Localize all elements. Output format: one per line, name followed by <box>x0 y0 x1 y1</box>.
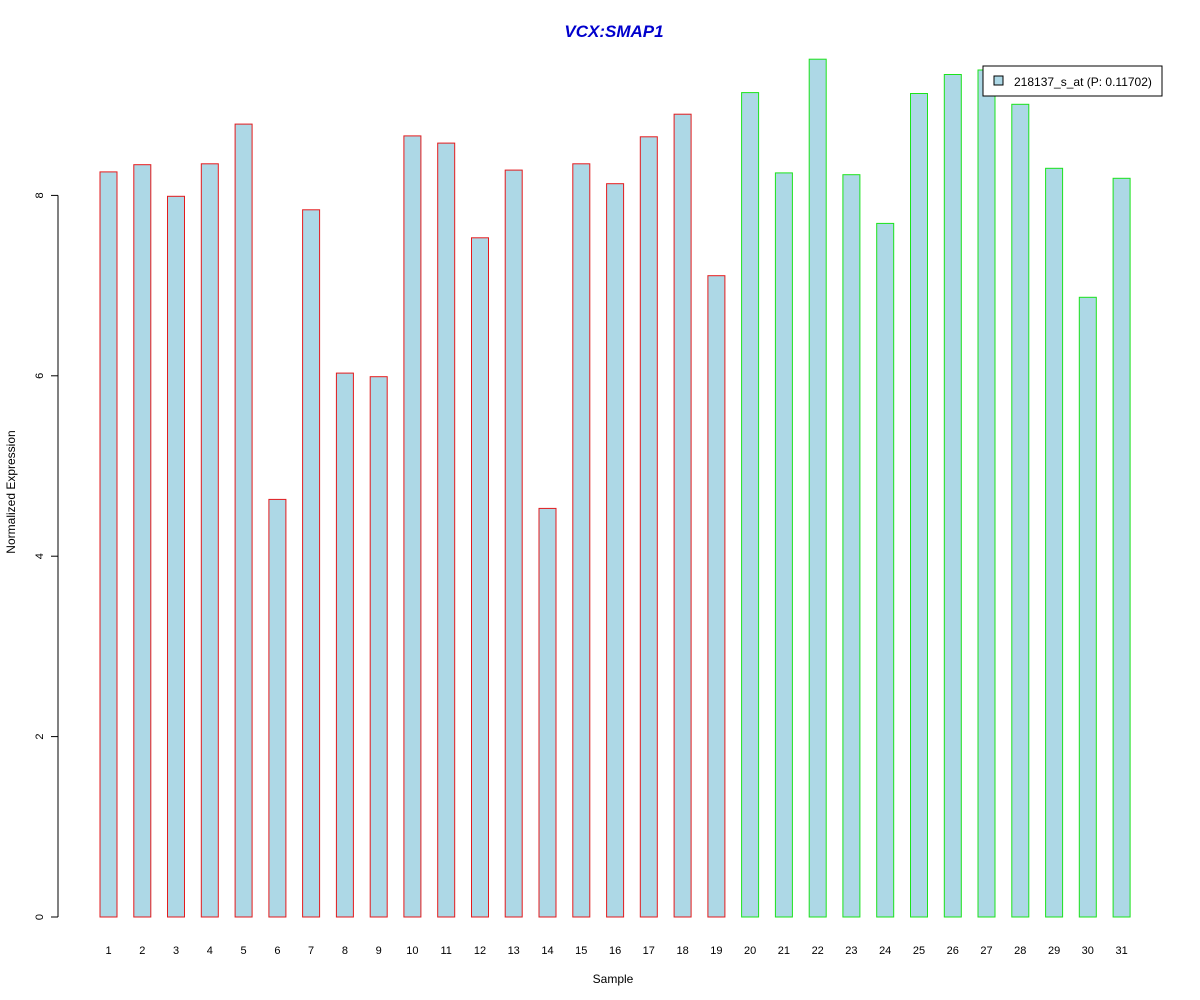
bar-sample-27 <box>977 69 996 918</box>
x-tick-label-12: 12 <box>474 945 486 957</box>
x-tick-label-2: 2 <box>139 945 145 957</box>
bar-sample-10 <box>403 135 422 918</box>
bar-sample-9 <box>369 376 388 918</box>
bar-sample-4 <box>200 163 219 918</box>
bar-sample-1 <box>99 171 118 918</box>
bar-sample-21 <box>774 172 793 918</box>
x-tick-label-10: 10 <box>406 945 418 957</box>
y-tick-label-0: 0 <box>34 914 46 920</box>
bar-sample-6 <box>268 498 287 918</box>
bar-sample-18 <box>673 113 692 918</box>
bar-sample-3 <box>167 195 185 918</box>
x-tick-label-21: 21 <box>778 945 790 957</box>
x-tick-label-29: 29 <box>1048 945 1060 957</box>
x-tick-label-9: 9 <box>376 945 382 957</box>
x-tick-label-24: 24 <box>879 945 891 957</box>
bar-sample-22 <box>808 58 827 918</box>
bar-sample-11 <box>437 142 456 918</box>
legend-entry-label: 218137_s_at (P: 0.11702) <box>1014 75 1152 89</box>
legend-swatch <box>993 75 1004 86</box>
x-tick-label-19: 19 <box>710 945 722 957</box>
x-tick-label-4: 4 <box>207 945 213 957</box>
bar-sample-7 <box>302 209 321 918</box>
y-axis-label: Normalized Expression <box>4 430 18 553</box>
bar-sample-20 <box>741 92 760 918</box>
bar-sample-14 <box>538 507 557 918</box>
x-tick-label-27: 27 <box>980 945 992 957</box>
y-tick-label-6: 6 <box>34 373 46 379</box>
x-tick-label-8: 8 <box>342 945 348 957</box>
bar-sample-25 <box>910 93 928 918</box>
x-tick-label-28: 28 <box>1014 945 1026 957</box>
x-tick-label-11: 11 <box>440 945 451 957</box>
bar-sample-24 <box>876 222 895 918</box>
x-tick-label-15: 15 <box>575 945 587 957</box>
x-tick-label-25: 25 <box>913 945 925 957</box>
x-tick-label-18: 18 <box>676 945 688 957</box>
bar-sample-19 <box>707 275 726 918</box>
bar-sample-26 <box>943 74 962 918</box>
bar-sample-30 <box>1078 296 1097 918</box>
bar-sample-15 <box>572 163 591 918</box>
bar-sample-2 <box>133 164 152 918</box>
x-tick-label-30: 30 <box>1082 945 1094 957</box>
bar-sample-31 <box>1112 177 1131 918</box>
bar-sample-5 <box>234 123 253 918</box>
x-axis: 1 2 3 4 5 6 7 8 9 10 11 12 13 14 15 16 17 18 19 20 21 22 23 24 2… <box>105 945 1127 957</box>
x-axis-label: Sample <box>593 972 634 986</box>
x-tick-label-5: 5 <box>241 945 247 957</box>
bar-sample-17 <box>639 136 658 918</box>
bar-sample-28 <box>1011 103 1030 918</box>
chart-title: VCX:SMAP1 <box>564 22 663 41</box>
y-tick-label-8: 8 <box>34 192 46 198</box>
x-tick-label-20: 20 <box>744 945 756 957</box>
x-tick-label-17: 17 <box>643 945 655 957</box>
x-tick-label-22: 22 <box>812 945 824 957</box>
x-tick-label-13: 13 <box>508 945 520 957</box>
x-tick-label-7: 7 <box>308 945 314 957</box>
x-tick-label-16: 16 <box>609 945 621 957</box>
y-tick-label-4: 4 <box>34 553 46 559</box>
y-axis: 0 2 4 6 8 <box>34 192 59 920</box>
bar-sample-29 <box>1045 167 1064 918</box>
x-tick-label-1: 1 <box>105 945 111 957</box>
bar-sample-8 <box>335 372 354 918</box>
x-tick-label-3: 3 <box>173 945 179 957</box>
bar-sample-23 <box>842 174 861 918</box>
x-tick-label-14: 14 <box>541 945 553 957</box>
x-tick-label-31: 31 <box>1115 945 1127 957</box>
bars-layer <box>99 58 1131 918</box>
bar-sample-16 <box>606 183 625 918</box>
bar-sample-13 <box>504 169 523 918</box>
x-tick-label-26: 26 <box>947 945 959 957</box>
x-tick-label-23: 23 <box>845 945 857 957</box>
bar-sample-12 <box>471 237 489 918</box>
x-tick-label-6: 6 <box>274 945 280 957</box>
y-tick-label-2: 2 <box>34 734 46 740</box>
legend-box <box>982 65 1163 97</box>
legend: 218137_s_at (P: 0.11702) <box>982 65 1163 97</box>
